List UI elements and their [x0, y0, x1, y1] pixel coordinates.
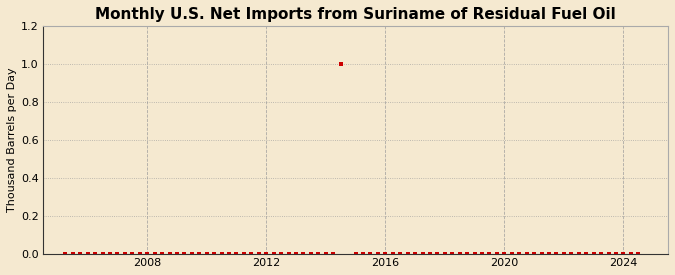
- Title: Monthly U.S. Net Imports from Suriname of Residual Fuel Oil: Monthly U.S. Net Imports from Suriname o…: [95, 7, 616, 22]
- Y-axis label: Thousand Barrels per Day: Thousand Barrels per Day: [7, 68, 17, 212]
